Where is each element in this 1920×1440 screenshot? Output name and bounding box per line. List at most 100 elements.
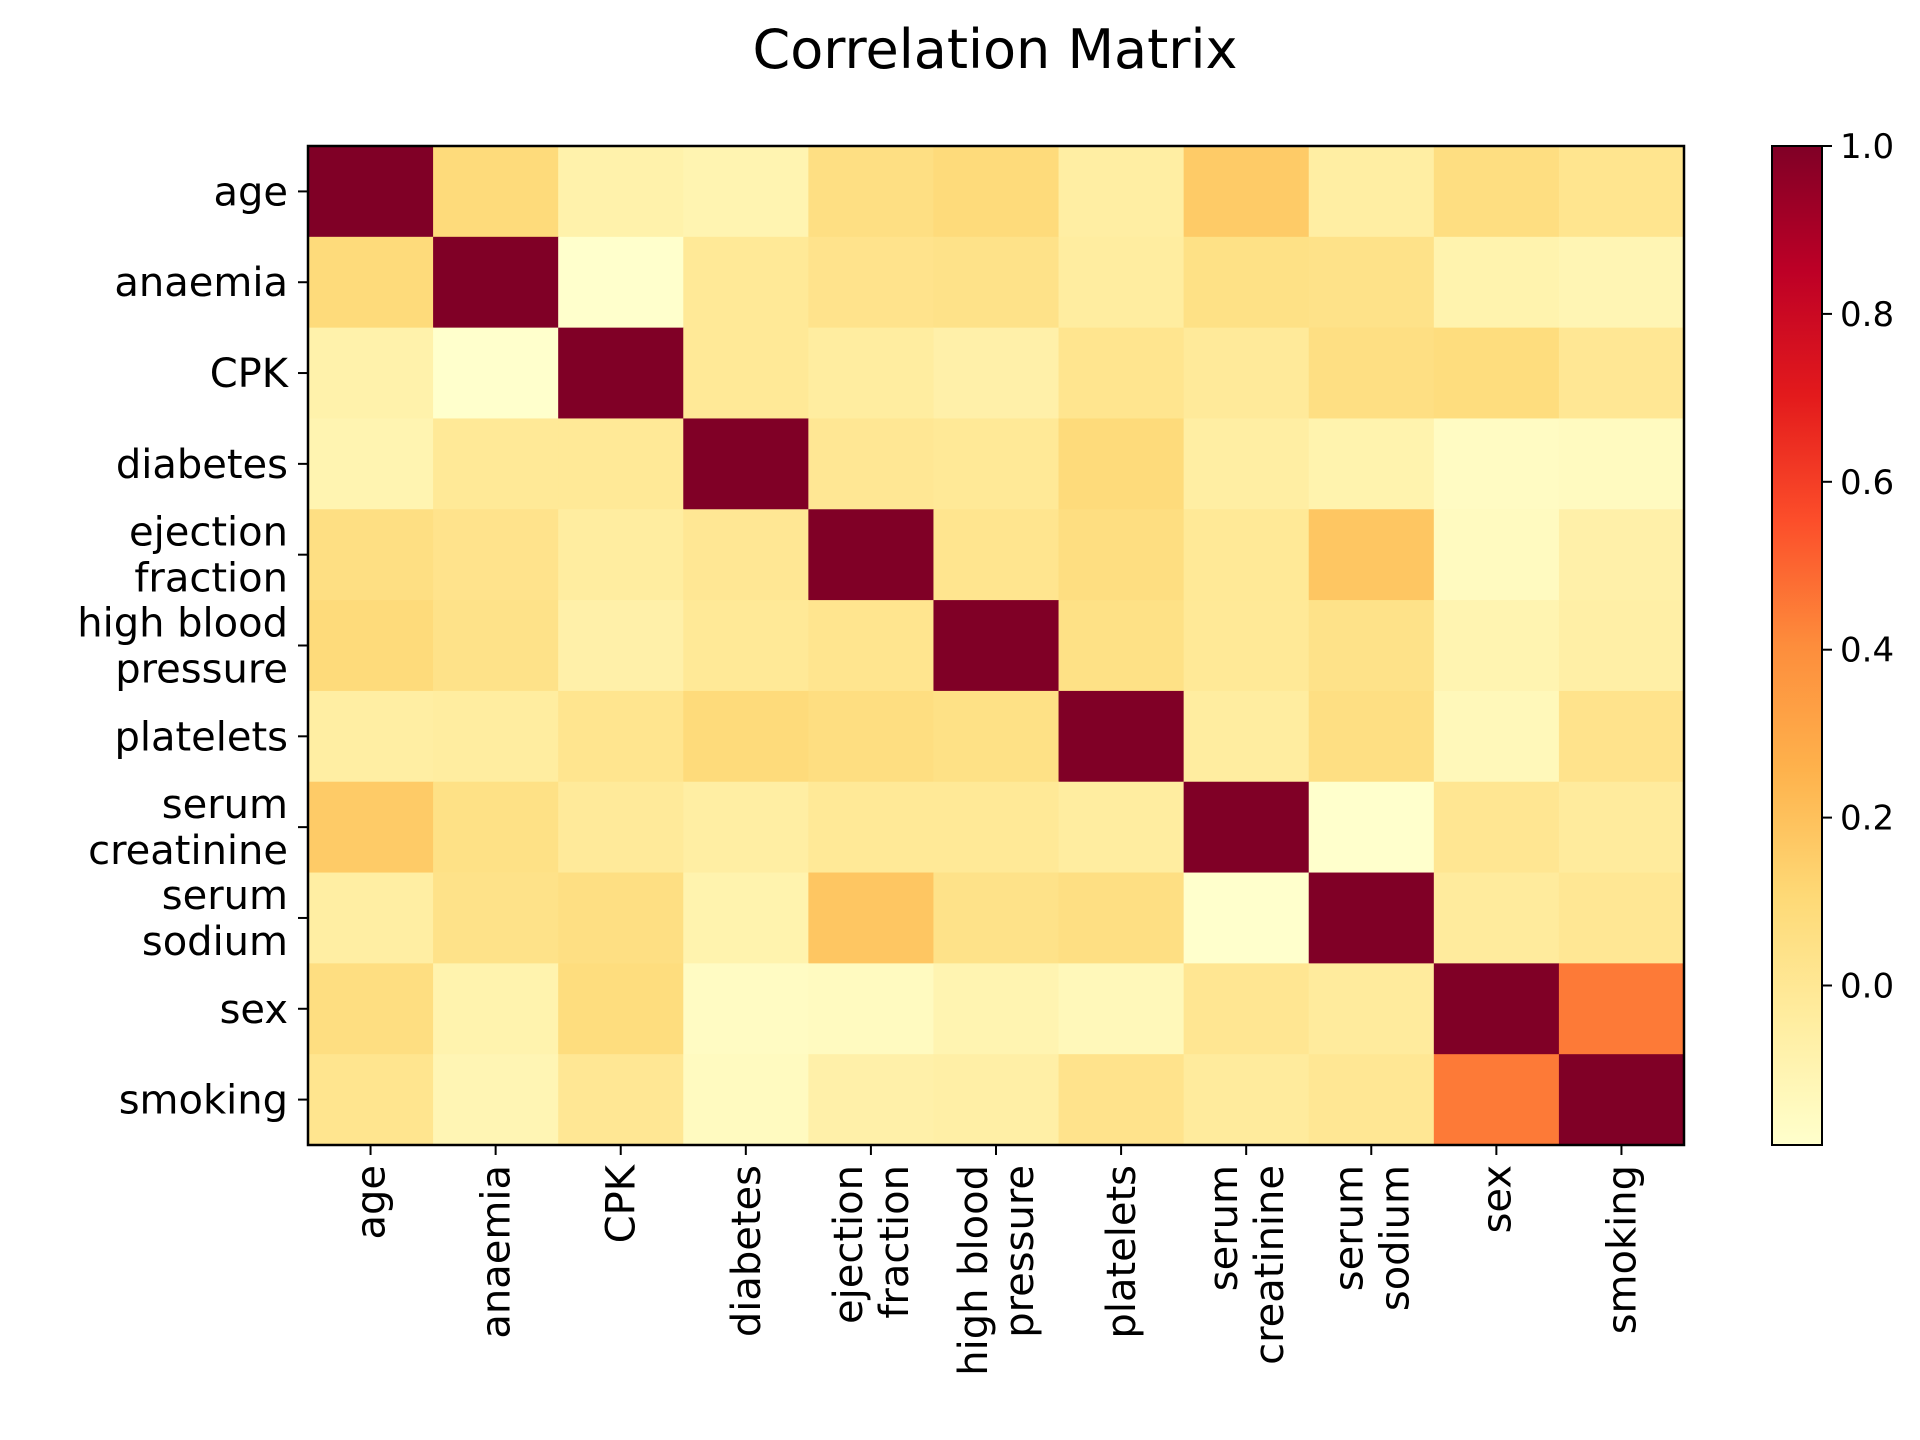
heatmap-cell-r9-c0 (308, 963, 434, 1055)
heatmap-cell-r3-c7 (1183, 418, 1310, 510)
y-tick-label: CPK (210, 351, 290, 397)
heatmap-cell-r9-c2 (558, 963, 684, 1055)
colorbar-frame (1771, 145, 1823, 1146)
heatmap-cells (308, 146, 1685, 1146)
colorbar-tick-label: 0.6 (1840, 463, 1894, 503)
heatmap-cell-r7-c1 (433, 781, 559, 874)
heatmap-cell-r1-c6 (1058, 236, 1185, 329)
heatmap-cell-r3-c6 (1058, 418, 1185, 510)
heatmap-cell-r10-c0 (308, 1054, 434, 1146)
heatmap-cell-r1-c9 (1433, 236, 1560, 329)
heatmap-cell-r4-c0 (308, 509, 434, 601)
x-tick-label: serumsodium (1326, 1165, 1418, 1311)
y-tick-label: serum sodium (142, 873, 288, 965)
heatmap-cell-r4-c1 (433, 509, 559, 601)
heatmap-cell-r4-c5 (933, 509, 1060, 601)
colorbar-tick-label: 1.0 (1840, 127, 1894, 167)
heatmap-cell-r4-c8 (1308, 509, 1435, 601)
heatmap-cell-r0-c7 (1183, 146, 1310, 238)
heatmap-cell-r5-c3 (683, 600, 809, 692)
heatmap-cell-r4-c7 (1183, 509, 1310, 601)
colorbar-tick-label: 0.0 (1840, 966, 1894, 1006)
heatmap-cell-r4-c10 (1558, 509, 1685, 601)
heatmap-cell-r3-c5 (933, 418, 1060, 510)
y-tick-label: anaemia (114, 260, 288, 306)
y-tick-label: platelets (114, 714, 288, 760)
heatmap-cell-r5-c5 (933, 600, 1060, 692)
heatmap-cell-r9-c5 (933, 963, 1060, 1055)
heatmap-cell-r7-c8 (1308, 781, 1435, 874)
heatmap-cell-r3-c0 (308, 418, 434, 510)
heatmap-cell-r7-c2 (558, 781, 684, 874)
heatmap-cell-r3-c9 (1433, 418, 1560, 510)
heatmap-cell-r2-c3 (683, 327, 809, 420)
heatmap-cell-r1-c7 (1183, 236, 1310, 329)
heatmap-cell-r0-c9 (1433, 146, 1560, 238)
colorbar (1772, 146, 1822, 1145)
x-tick-label: ejectionfraction (826, 1165, 918, 1324)
heatmap-cell-r8-c4 (808, 872, 935, 964)
heatmap-cell-r0-c6 (1058, 146, 1185, 238)
heatmap-cell-r8-c0 (308, 872, 434, 964)
heatmap-cell-r8-c6 (1058, 872, 1185, 964)
heatmap-cell-r9-c4 (808, 963, 935, 1055)
heatmap-cell-r4-c2 (558, 509, 684, 601)
y-tick-label: diabetes (116, 442, 288, 488)
x-tick-label: age (349, 1165, 395, 1240)
heatmap-cell-r3-c8 (1308, 418, 1435, 510)
heatmap-cell-r6-c8 (1308, 690, 1435, 783)
heatmap-cell-r8-c9 (1433, 872, 1560, 964)
x-tick-label: diabetes (724, 1165, 770, 1337)
heatmap-cell-r9-c7 (1183, 963, 1310, 1055)
heatmap-cell-r2-c5 (933, 327, 1060, 420)
y-tick-label: sex (220, 987, 288, 1033)
heatmap-cell-r6-c2 (558, 690, 684, 783)
heatmap-cell-r5-c9 (1433, 600, 1560, 692)
x-tick-label: smoking (1599, 1165, 1645, 1334)
heatmap-cell-r0-c2 (558, 146, 684, 238)
heatmap-cell-r3-c3 (683, 418, 809, 510)
heatmap-cell-r5-c8 (1308, 600, 1435, 692)
y-axis: age anaemia CPK diabetes ejection fractionhig… (77, 169, 308, 1124)
heatmap-cell-r10-c5 (933, 1054, 1060, 1146)
heatmap-cell-r1-c5 (933, 236, 1060, 329)
colorbar-tick-label: 0.4 (1840, 631, 1894, 671)
heatmap-cell-r3-c2 (558, 418, 684, 510)
heatmap-cell-r2-c0 (308, 327, 434, 420)
heatmap-cell-r6-c7 (1183, 690, 1310, 783)
heatmap-cell-r5-c10 (1558, 600, 1685, 692)
heatmap-cell-r9-c1 (433, 963, 559, 1055)
heatmap-cell-r8-c3 (683, 872, 809, 964)
heatmap-cell-r5-c6 (1058, 600, 1185, 692)
x-tick-label: platelets (1099, 1165, 1145, 1339)
heatmap-cell-r6-c4 (808, 690, 935, 783)
heatmap-cell-r4-c3 (683, 509, 809, 601)
heatmap-cell-r8-c7 (1183, 872, 1310, 964)
y-tick-label: age (213, 169, 288, 215)
heatmap-cell-r1-c2 (558, 236, 684, 329)
heatmap-cell-r5-c4 (808, 600, 935, 692)
heatmap-cell-r7-c3 (683, 781, 809, 874)
heatmap-cell-r2-c8 (1308, 327, 1435, 420)
heatmap-cell-r7-c4 (808, 781, 935, 874)
heatmap-cell-r7-c6 (1058, 781, 1185, 874)
heatmap-cell-r6-c10 (1558, 690, 1685, 783)
heatmap-cell-r10-c10 (1558, 1054, 1685, 1146)
heatmap-cell-r9-c6 (1058, 963, 1185, 1055)
heatmap-cell-r8-c1 (433, 872, 559, 964)
heatmap-cell-r8-c10 (1558, 872, 1685, 964)
heatmap-cell-r8-c5 (933, 872, 1060, 964)
heatmap-cell-r2-c9 (1433, 327, 1560, 420)
heatmap-cell-r1-c10 (1558, 236, 1685, 329)
y-tick-label: smoking (119, 1078, 288, 1124)
heatmap-cell-r9-c9 (1433, 963, 1560, 1055)
heatmap-cell-r9-c3 (683, 963, 809, 1055)
heatmap-cell-r10-c3 (683, 1054, 809, 1146)
y-tick-label: ejection fraction (129, 510, 288, 602)
heatmap-cell-r4-c9 (1433, 509, 1560, 601)
heatmap-cell-r7-c7 (1183, 781, 1310, 874)
heatmap-cell-r6-c0 (308, 690, 434, 783)
heatmap-cell-r6-c9 (1433, 690, 1560, 783)
x-tick-label: sex (1474, 1165, 1520, 1233)
